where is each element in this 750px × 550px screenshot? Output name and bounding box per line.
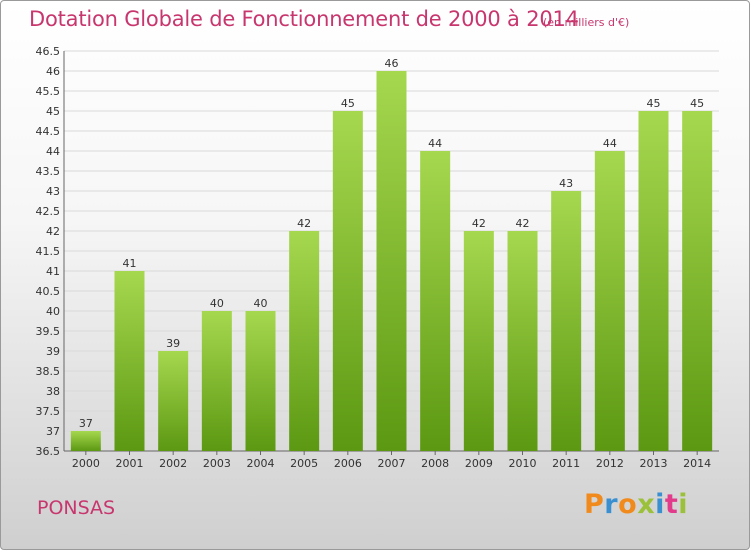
bar-2000: [70, 431, 101, 451]
value-labels: 37 41 39 40 40 42 45 46 44 42 42 43 44 45 45: [79, 57, 704, 430]
proxiti-logo: Proxiti: [584, 489, 689, 520]
x-tick-label-2003: 2003: [203, 457, 231, 470]
value-label-2005: 42: [297, 217, 311, 230]
x-tick-labels: 2000 2001 2002 2003 2004 2005 2006 2007 2008 2009…: [72, 451, 711, 470]
place-name: PONSAS: [37, 497, 116, 519]
x-tick-label-2008: 2008: [421, 457, 449, 470]
value-label-2009: 42: [472, 217, 486, 230]
value-label-2006: 45: [341, 97, 355, 110]
bar-2005: [289, 231, 320, 451]
y-tick-label: 44.5: [36, 125, 61, 138]
x-tick-label-2014: 2014: [683, 457, 711, 470]
value-label-2012: 44: [603, 137, 617, 150]
y-tick-label: 38: [46, 385, 60, 398]
y-tick-label: 44: [46, 145, 60, 158]
y-tick-label: 39.5: [36, 325, 61, 338]
y-tick-label: 46.5: [36, 45, 61, 58]
x-tick-label-2004: 2004: [247, 457, 275, 470]
y-tick-label: 38.5: [36, 365, 61, 378]
x-tick-label-2011: 2011: [552, 457, 580, 470]
bar-2008: [420, 151, 451, 451]
y-tick-label: 41: [46, 265, 60, 278]
y-tick-label: 42: [46, 225, 60, 238]
y-tick-label: 40.5: [36, 285, 61, 298]
x-tick-label-2012: 2012: [596, 457, 624, 470]
bar-2012: [594, 151, 625, 451]
bar-2001: [114, 271, 145, 451]
x-tick-label-2009: 2009: [465, 457, 493, 470]
x-tick-label-2001: 2001: [116, 457, 144, 470]
bar-2009: [463, 231, 494, 451]
bars: [70, 71, 713, 451]
y-tick-label: 42.5: [36, 205, 61, 218]
y-tick-label: 41.5: [36, 245, 61, 258]
bar-2003: [201, 311, 232, 451]
y-tick-label: 43.5: [36, 165, 61, 178]
chart-title: Dotation Globale de Fonctionnement de 20…: [29, 7, 579, 31]
value-label-2003: 40: [210, 297, 224, 310]
bar-2011: [551, 191, 582, 451]
value-label-2002: 39: [166, 337, 180, 350]
x-tick-label-2002: 2002: [159, 457, 187, 470]
bar-2006: [332, 111, 363, 451]
y-tick-labels: 36.5 37 37.5 38 38.5 39 39.5 40 40.5 41 41.5 42 42.5…: [36, 45, 61, 458]
bar-2013: [638, 111, 669, 451]
value-label-2013: 45: [647, 97, 661, 110]
value-label-2011: 43: [559, 177, 573, 190]
x-tick-label-2007: 2007: [378, 457, 406, 470]
y-tick-label: 39: [46, 345, 60, 358]
y-tick-label: 45: [46, 105, 60, 118]
y-tick-label: 36.5: [36, 445, 61, 458]
x-tick-label-2000: 2000: [72, 457, 100, 470]
x-tick-label-2005: 2005: [290, 457, 318, 470]
x-tick-label-2013: 2013: [640, 457, 668, 470]
y-tick-label: 40: [46, 305, 60, 318]
chart-unit-subtitle: (en milliers d'€): [543, 16, 630, 29]
y-tick-label: 43: [46, 185, 60, 198]
x-tick-label-2010: 2010: [509, 457, 537, 470]
x-tick-label-2006: 2006: [334, 457, 362, 470]
value-label-2008: 44: [428, 137, 442, 150]
y-tick-label: 37: [46, 425, 60, 438]
bar-2007: [376, 71, 407, 451]
value-label-2007: 46: [385, 57, 399, 70]
value-label-2001: 41: [123, 257, 137, 270]
bar-2014: [682, 111, 713, 451]
value-label-2004: 40: [254, 297, 268, 310]
y-tick-label: 46: [46, 65, 60, 78]
bar-2010: [507, 231, 538, 451]
bar-2002: [158, 351, 189, 451]
y-tick-label: 45.5: [36, 85, 61, 98]
value-label-2014: 45: [690, 97, 704, 110]
value-label-2010: 42: [516, 217, 530, 230]
bar-2004: [245, 311, 276, 451]
y-tick-label: 37.5: [36, 405, 61, 418]
value-label-2000: 37: [79, 417, 93, 430]
